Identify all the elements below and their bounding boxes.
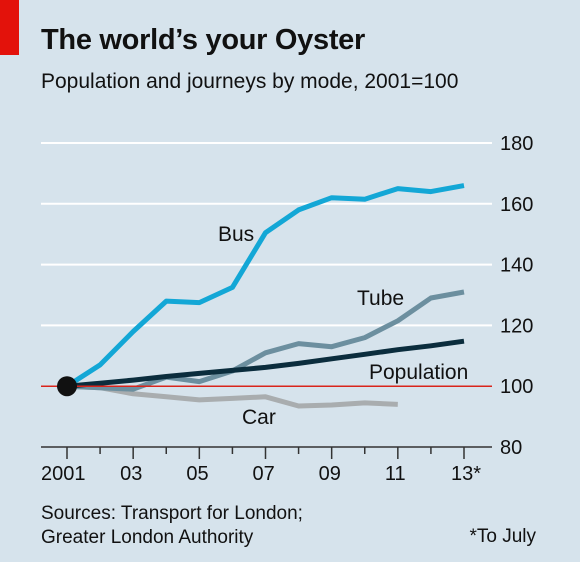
series-line-population (66, 338, 465, 389)
series-label-car: Car (242, 406, 276, 429)
x-tick-label-07: 07 (253, 463, 275, 485)
series-label-bus: Bus (218, 223, 254, 246)
x-tick-label-03: 03 (120, 463, 142, 485)
y-tick-label-180: 180 (500, 133, 533, 155)
series-label-population: Population (369, 361, 468, 384)
series-line-tube (66, 289, 465, 392)
y-tick-label-120: 120 (500, 315, 533, 337)
series-line-car (66, 383, 398, 409)
footnote: *To July (469, 526, 536, 547)
brand-accent-bar (0, 0, 19, 55)
series-label-tube: Tube (357, 287, 404, 310)
x-tick-label-2001: 2001 (41, 463, 86, 485)
y-tick-label-80: 80 (500, 437, 522, 459)
sources-line-1: Sources: Transport for London; (41, 503, 303, 524)
x-tick-label-05: 05 (186, 463, 208, 485)
x-tick-label-11: 11 (385, 463, 406, 485)
x-tick-label-09: 09 (319, 463, 341, 485)
chart-title: The world’s your Oyster (41, 24, 365, 56)
sources-line-2: Greater London Authority (41, 527, 254, 548)
chart-subtitle: Population and journeys by mode, 2001=10… (41, 70, 459, 93)
y-tick-label-140: 140 (500, 255, 533, 277)
start-point-marker (57, 376, 77, 397)
x-tick-label-13: 13* (451, 463, 481, 485)
y-tick-label-100: 100 (500, 376, 533, 398)
series-line-bus (65, 183, 465, 389)
y-tick-label-160: 160 (500, 194, 533, 216)
sources-note: Sources: Transport for London; Greater L… (41, 502, 303, 550)
